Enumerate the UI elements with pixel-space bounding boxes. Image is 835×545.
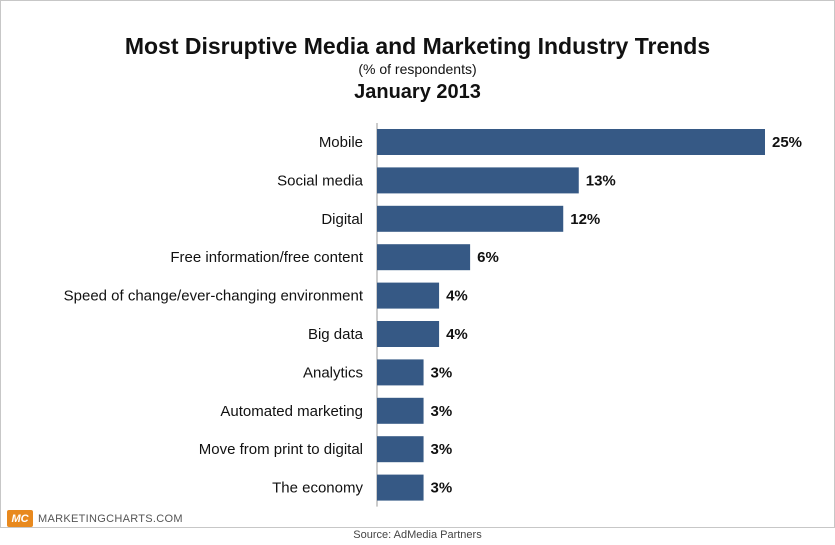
bar bbox=[377, 436, 424, 463]
bar bbox=[377, 321, 440, 347]
category-label: Big data bbox=[308, 326, 364, 343]
category-label: Digital bbox=[321, 211, 363, 228]
bar bbox=[377, 397, 424, 424]
data-label: 12% bbox=[570, 211, 600, 228]
category-label: Analytics bbox=[303, 364, 363, 381]
bar bbox=[377, 282, 440, 309]
data-label: 4% bbox=[446, 326, 468, 343]
bar-chart: Mobile 25% Social media 13% Digital 12% Free i… bbox=[64, 123, 802, 507]
chart-frame: Most Disruptive Media and Marketing Indu… bbox=[0, 0, 835, 528]
data-label: 3% bbox=[431, 441, 453, 458]
bar bbox=[377, 244, 471, 271]
data-label: 25% bbox=[772, 134, 802, 151]
data-label: 3% bbox=[431, 480, 453, 497]
logo-mark: MC bbox=[7, 510, 33, 527]
bar bbox=[377, 205, 564, 232]
data-label: 13% bbox=[586, 172, 616, 189]
bar bbox=[377, 129, 765, 155]
chart-title: Most Disruptive Media and Marketing Indu… bbox=[124, 33, 711, 59]
bar bbox=[377, 167, 579, 194]
data-label: 6% bbox=[477, 249, 499, 266]
category-label: Mobile bbox=[319, 134, 363, 151]
category-label: Automated marketing bbox=[220, 403, 363, 420]
bar bbox=[377, 474, 424, 501]
bar bbox=[377, 359, 424, 386]
category-label: Move from print to digital bbox=[199, 441, 363, 458]
data-label: 3% bbox=[431, 364, 453, 381]
chart-subtitle: (% of respondents) bbox=[358, 61, 477, 77]
category-label: The economy bbox=[272, 480, 363, 497]
category-label: Social media bbox=[277, 172, 364, 189]
category-label: Speed of change/ever-changing environmen… bbox=[64, 288, 364, 305]
logo-text: MARKETINGCHARTS.COM bbox=[38, 512, 183, 525]
data-label: 4% bbox=[446, 288, 468, 305]
source-note: Source: AdMedia Partners bbox=[353, 529, 482, 541]
chart-date-subtitle: January 2013 bbox=[354, 81, 481, 103]
category-label: Free information/free content bbox=[170, 249, 363, 266]
data-label: 3% bbox=[431, 403, 453, 420]
marketingcharts-logo: MC MARKETINGCHARTS.COM bbox=[7, 510, 183, 527]
